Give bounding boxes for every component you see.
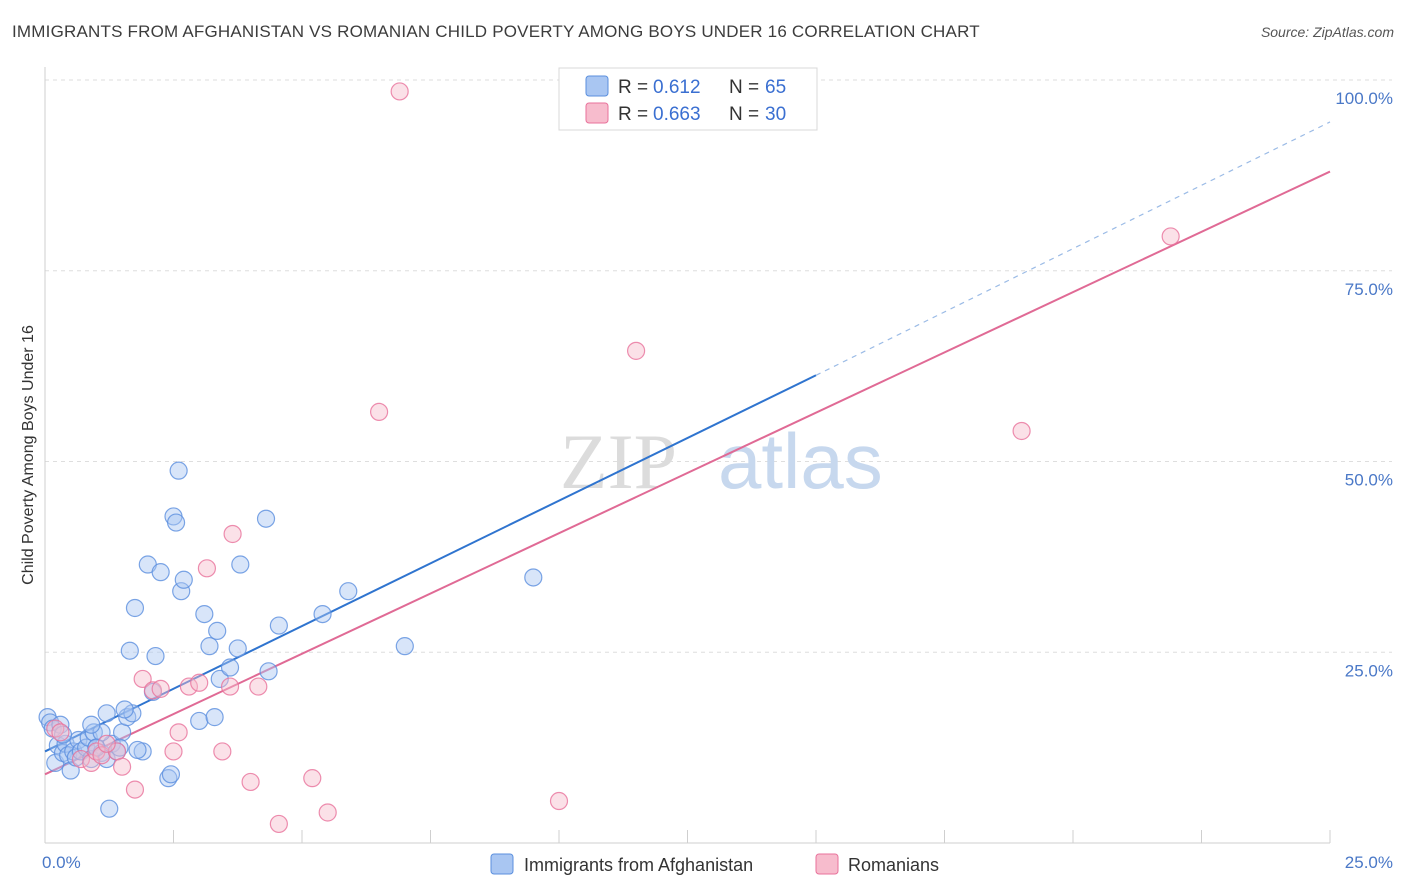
point-romanians-15 bbox=[190, 673, 209, 692]
legend-n-value-1: 65 bbox=[765, 77, 786, 98]
point-afghanistan-59 bbox=[313, 604, 332, 624]
point-romanians-13 bbox=[169, 723, 188, 742]
point-afghanistan-48 bbox=[195, 604, 214, 624]
trend-line-afghanistan-extension bbox=[815, 121, 1331, 376]
point-romanians-16 bbox=[197, 559, 217, 578]
point-romanians-30 bbox=[1161, 227, 1180, 246]
series-legend: Immigrants from Afghanistan Romanians bbox=[490, 853, 939, 875]
point-romanians-17 bbox=[213, 742, 232, 761]
correlation-legend: R = 0.612 N = 65 R = 0.663 N = 30 bbox=[558, 67, 818, 131]
point-afghanistan-62 bbox=[524, 568, 543, 587]
point-romanians-27 bbox=[549, 791, 569, 811]
y-tick-label-75: 75.0% bbox=[1345, 280, 1393, 299]
point-afghanistan-44 bbox=[169, 461, 188, 480]
point-romanians-28 bbox=[626, 341, 646, 360]
point-romanians-2 bbox=[71, 749, 91, 769]
point-afghanistan-49 bbox=[200, 637, 219, 656]
point-romanians-1 bbox=[51, 723, 70, 742]
point-afghanistan-42 bbox=[161, 765, 181, 784]
point-afghanistan-23 bbox=[112, 723, 132, 742]
point-afghanistan-29 bbox=[82, 715, 101, 734]
y-tick-labels: 25.0% 50.0% 75.0% 100.0% bbox=[1335, 89, 1393, 680]
point-afghanistan-64 bbox=[128, 740, 147, 760]
point-romanians-24 bbox=[318, 803, 337, 822]
bottom-legend-swatch-blue bbox=[490, 853, 514, 875]
point-romanians-10 bbox=[143, 681, 163, 700]
point-romanians-12 bbox=[164, 742, 183, 761]
point-afghanistan-56 bbox=[256, 509, 276, 528]
point-afghanistan-26 bbox=[97, 704, 116, 723]
point-afghanistan-38 bbox=[146, 646, 165, 666]
point-afghanistan-46 bbox=[174, 570, 193, 589]
point-afghanistan-53 bbox=[220, 658, 240, 677]
bottom-legend-label-2: Romanians bbox=[848, 855, 939, 875]
point-romanians-26 bbox=[370, 402, 389, 422]
point-afghanistan-47 bbox=[190, 711, 209, 731]
point-afghanistan-43 bbox=[166, 513, 186, 532]
point-romanians-23 bbox=[303, 769, 322, 788]
point-romanians-8 bbox=[125, 780, 145, 799]
legend-r-value-2: 0.663 bbox=[653, 104, 701, 125]
point-afghanistan-30 bbox=[100, 799, 119, 818]
point-afghanistan-33 bbox=[120, 641, 139, 660]
point-afghanistan-58 bbox=[269, 616, 288, 635]
point-romanians-9 bbox=[133, 669, 152, 689]
gridlines bbox=[45, 79, 1392, 653]
y-axis-title: Child Poverty Among Boys Under 16 bbox=[20, 325, 37, 585]
legend-swatch-pink bbox=[585, 102, 609, 124]
point-romanians-14 bbox=[179, 677, 199, 696]
scatter-points bbox=[38, 82, 1180, 834]
trend-line-afghanistan bbox=[44, 374, 817, 753]
point-afghanistan-50 bbox=[205, 708, 224, 727]
point-romanians-5 bbox=[92, 746, 111, 765]
point-romanians-21 bbox=[249, 677, 268, 696]
point-afghanistan-61 bbox=[395, 637, 414, 656]
chart-title: IMMIGRANTS FROM AFGHANISTAN VS ROMANIAN … bbox=[12, 22, 980, 41]
bottom-legend-label-1: Immigrants from Afghanistan bbox=[524, 855, 753, 875]
point-afghanistan-39 bbox=[151, 563, 170, 582]
x-tick-label-max: 25.0% bbox=[1345, 853, 1393, 872]
watermark-atlas: atlas bbox=[718, 417, 883, 505]
source-label: Source: ZipAtlas.com bbox=[1260, 24, 1394, 40]
point-afghanistan-51 bbox=[208, 621, 227, 640]
point-romanians-31 bbox=[97, 734, 116, 753]
point-romanians-29 bbox=[1012, 421, 1031, 441]
legend-r-label-2: R = bbox=[618, 104, 648, 125]
y-tick-label-50: 50.0% bbox=[1345, 471, 1393, 490]
point-romanians-25 bbox=[390, 82, 409, 101]
point-romanians-18 bbox=[220, 677, 240, 696]
x-tick-label-min: 0.0% bbox=[42, 853, 81, 872]
point-afghanistan-32 bbox=[115, 700, 134, 719]
trend-lines bbox=[44, 121, 1331, 776]
legend-n-label-2: N = bbox=[729, 104, 759, 125]
point-afghanistan-60 bbox=[339, 582, 358, 601]
point-romanians-7 bbox=[112, 757, 132, 776]
bottom-legend-swatch-pink bbox=[815, 853, 839, 875]
point-afghanistan-54 bbox=[228, 639, 247, 658]
point-romanians-3 bbox=[82, 753, 101, 772]
y-tick-label-100: 100.0% bbox=[1335, 89, 1393, 108]
point-romanians-22 bbox=[269, 814, 288, 834]
y-tick-label-25: 25.0% bbox=[1345, 661, 1393, 680]
legend-swatch-blue bbox=[585, 75, 609, 97]
point-romanians-11 bbox=[151, 679, 170, 698]
legend-n-value-2: 30 bbox=[765, 104, 786, 125]
point-afghanistan-45 bbox=[172, 582, 191, 601]
legend-n-label-1: N = bbox=[729, 77, 759, 98]
x-ticks bbox=[44, 830, 1331, 843]
point-afghanistan-55 bbox=[231, 555, 250, 574]
legend-r-value-1: 0.612 bbox=[653, 77, 701, 98]
point-afghanistan-52 bbox=[210, 669, 229, 689]
point-afghanistan-34 bbox=[125, 598, 145, 618]
trend-line-romanians bbox=[44, 170, 1331, 776]
point-romanians-20 bbox=[241, 772, 260, 792]
legend-r-label-1: R = bbox=[618, 77, 648, 98]
point-afghanistan-57 bbox=[259, 662, 278, 681]
point-romanians-19 bbox=[223, 524, 242, 544]
